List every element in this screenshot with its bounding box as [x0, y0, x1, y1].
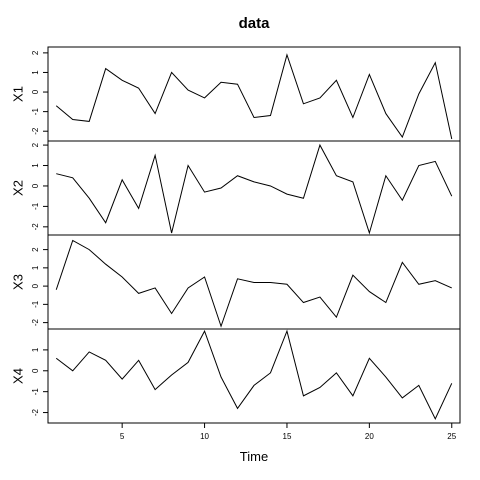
series-line-x2: [56, 143, 453, 235]
y-tick-label-x2: -1: [31, 202, 40, 210]
x-tick-label: 15: [283, 432, 292, 441]
panels-group: -2 -1 0 1 2 X1 -2 -1 0 1 2 X2 -2 -1 0 1 2 X3 -2 -1 0 1 X4 5 10 15…: [10, 46, 461, 441]
y-tick-label-x1: 1: [31, 70, 40, 75]
y-tick-label-x1: 2: [31, 50, 40, 55]
chart-title: data: [239, 15, 271, 32]
series-label-x4: X4: [10, 368, 25, 384]
series-line-x4: [55, 329, 453, 420]
panel-frame-x1: [47, 46, 461, 142]
y-tick-label-x3: -1: [31, 300, 40, 308]
y-tick-label-x3: -2: [31, 319, 40, 327]
y-tick-label-x3: 1: [31, 265, 40, 270]
y-tick-label-x4: -2: [31, 408, 40, 416]
x-axis-label: Time: [240, 449, 268, 464]
panel-frame-x2: [47, 140, 461, 236]
y-tick-label-x3: 0: [31, 283, 40, 288]
y-tick-label-x2: 1: [31, 163, 40, 168]
y-tick-label-x1: 0: [31, 89, 40, 94]
series-label-x2: X2: [10, 180, 25, 196]
series-label-x3: X3: [10, 274, 25, 290]
x-tick-label: 25: [447, 432, 456, 441]
x-tick-label: 5: [120, 432, 125, 441]
y-tick-label-x4: 1: [31, 347, 40, 352]
y-tick-label-x2: 2: [31, 142, 40, 147]
series-label-x1: X1: [10, 86, 25, 102]
y-tick-label-x2: -2: [31, 223, 40, 231]
series-line-x1: [55, 53, 453, 140]
y-tick-label-x4: -1: [31, 388, 40, 396]
x-tick-label: 20: [365, 432, 374, 441]
y-tick-label-x1: -1: [31, 108, 40, 116]
series-line-x3: [55, 239, 452, 328]
y-tick-label-x2: 0: [31, 183, 40, 188]
y-tick-label-x1: -2: [31, 127, 40, 135]
x-tick-label: 10: [200, 432, 209, 441]
y-tick-label-x3: 2: [31, 247, 40, 252]
y-tick-label-x4: 0: [31, 368, 40, 373]
panel-frame-x4: [47, 328, 461, 424]
